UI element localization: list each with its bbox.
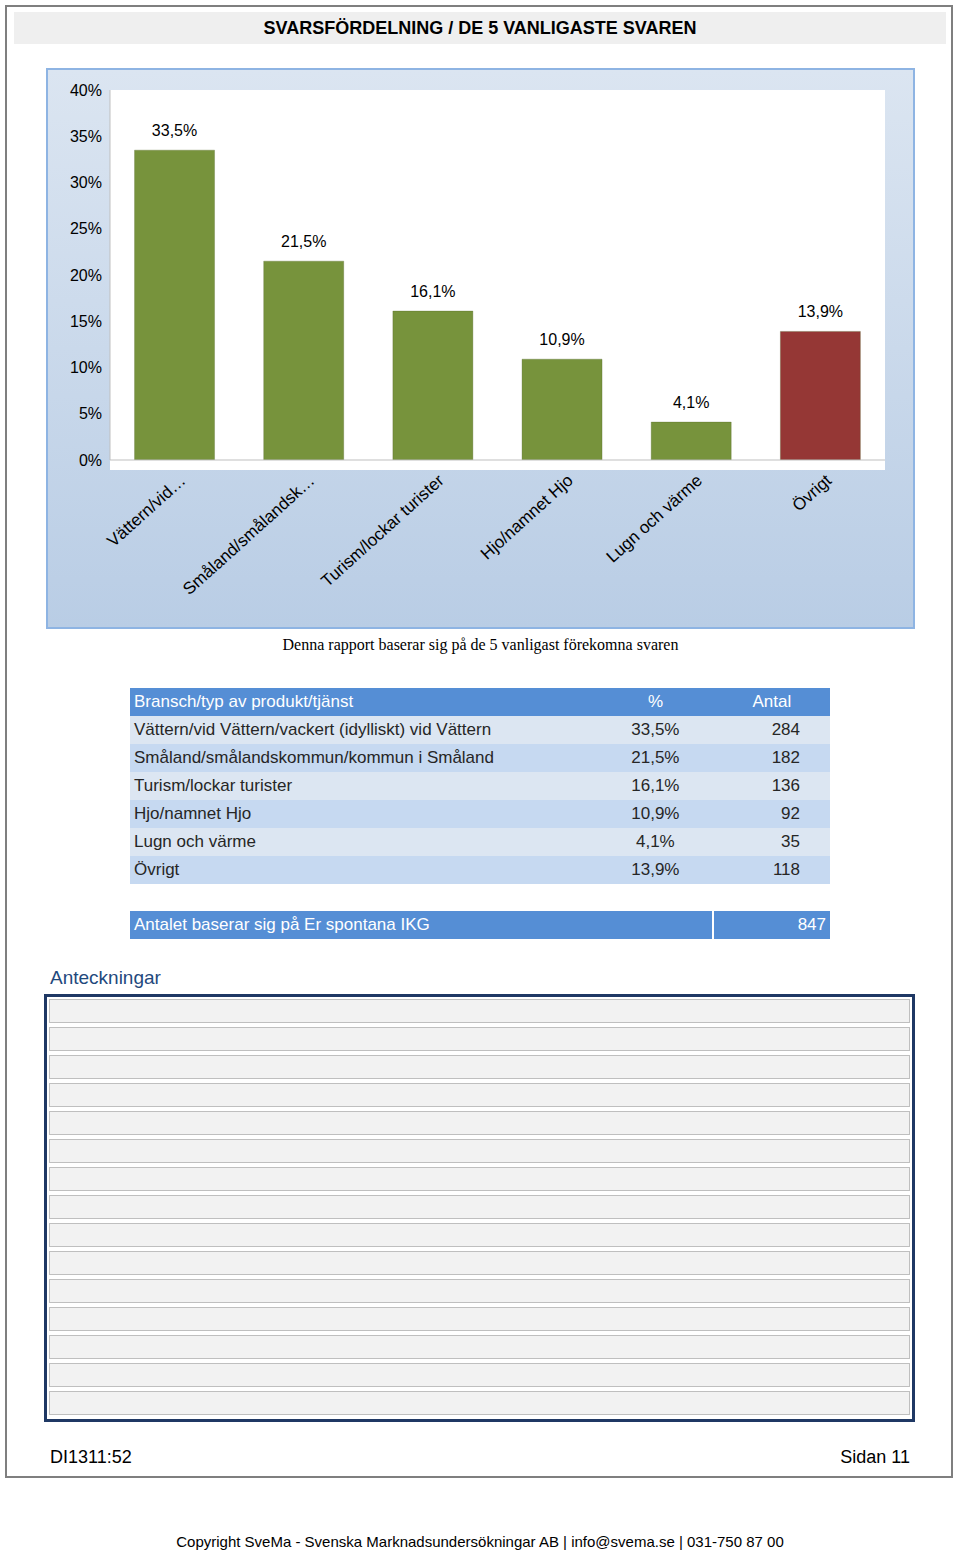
svg-text:10,9%: 10,9% <box>539 331 584 348</box>
html-text:Övrigt: Övrigt <box>134 860 180 879</box>
svg-text:33,5%: 33,5% <box>152 122 197 139</box>
html-text:21,5%: 21,5% <box>631 748 680 767</box>
svg-text:Vättern/vid…: Vättern/vid… <box>104 471 190 551</box>
html-text:Hjo/namnet Hjo: Hjo/namnet Hjo <box>134 804 252 823</box>
svg-text:0%: 0% <box>79 452 102 469</box>
html-text:4,1%: 4,1% <box>636 832 675 851</box>
html-text:136: 136 <box>771 776 800 795</box>
html-text:Vättern/vid Vättern/vackert (i: Vättern/vid Vättern/vackert (idylliskt) … <box>134 720 492 739</box>
html-text:SVARSFÖRDELNING / DE 5 VANLIGA: SVARSFÖRDELNING / DE 5 VANLIGASTE SVAREN <box>263 18 697 38</box>
svg-text:21,5%: 21,5% <box>281 233 326 250</box>
svg-text:Småland/smålandsk…: Småland/smålandsk… <box>179 471 318 599</box>
svg-text:Övrigt: Övrigt <box>789 471 836 516</box>
svg-text:16,1%: 16,1% <box>410 283 455 300</box>
svg-text:4,1%: 4,1% <box>673 394 709 411</box>
html-text:10,9%: 10,9% <box>631 804 680 823</box>
svg-text:35%: 35% <box>70 128 102 145</box>
svg-text:10%: 10% <box>70 359 102 376</box>
html-text:DI1311:52: DI1311:52 <box>50 1447 132 1467</box>
html-text:16,1%: 16,1% <box>631 776 680 795</box>
svg-text:Hjo/namnet Hjo: Hjo/namnet Hjo <box>477 471 577 564</box>
html-text:92: 92 <box>781 804 800 823</box>
html-text:35: 35 <box>781 832 800 851</box>
svg-text:5%: 5% <box>79 405 102 422</box>
html-text:Copyright SveMa - Svenska Mark: Copyright SveMa - Svenska Marknadsunders… <box>176 1533 784 1550</box>
html-text:13,9%: 13,9% <box>631 860 680 879</box>
html-text:Sidan 11: Sidan 11 <box>840 1447 910 1467</box>
html-text:Antal: Antal <box>752 692 792 711</box>
svg-text:25%: 25% <box>70 220 102 237</box>
svg-text:40%: 40% <box>70 82 102 99</box>
html-text:Denna rapport baserar sig på d: Denna rapport baserar sig på de 5 vanlig… <box>282 636 679 653</box>
svg-text:Turism/lockar turister: Turism/lockar turister <box>317 471 447 591</box>
html-text:Småland/smålandskommun/kommun: Småland/smålandskommun/kommun i Småland <box>134 748 494 767</box>
html-text:Anteckningar: Anteckningar <box>50 967 161 988</box>
html-text:Antalet baserar sig på Er spon: Antalet baserar sig på Er spontana IKG <box>134 915 430 934</box>
html-text:33,5%: 33,5% <box>631 720 680 739</box>
svg-text:15%: 15% <box>70 313 102 330</box>
html-text:284: 284 <box>771 720 800 739</box>
html-text:Turism/lockar turister: Turism/lockar turister <box>134 776 293 795</box>
html-text:182: 182 <box>771 748 800 767</box>
svg-text:13,9%: 13,9% <box>798 303 843 320</box>
svg-text:Lugn och värme: Lugn och värme <box>603 471 706 567</box>
html-text:Bransch/typ av produkt/tjänst: Bransch/typ av produkt/tjänst <box>134 692 354 711</box>
html-text:Lugn och värme: Lugn och värme <box>134 832 256 851</box>
html-text:847: 847 <box>797 915 826 934</box>
svg-text:30%: 30% <box>70 174 102 191</box>
svg-text:20%: 20% <box>70 267 102 284</box>
html-text:118: 118 <box>772 860 800 879</box>
